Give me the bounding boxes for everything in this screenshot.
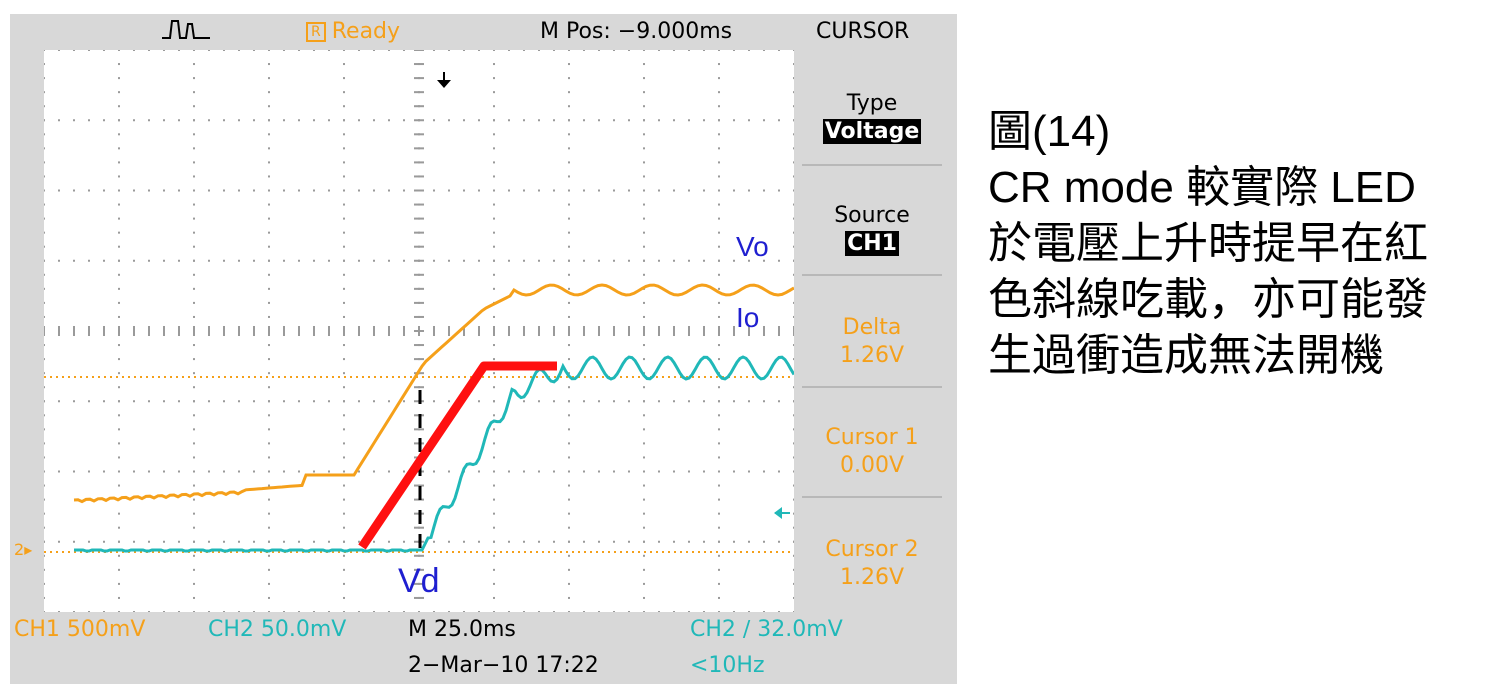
caption-line-3: 於電壓上升時提早在紅 [988, 219, 1428, 268]
trigger-type-icon [160, 18, 212, 48]
menu-divider [802, 386, 942, 388]
delta-value: 1.26V [839, 343, 905, 368]
trigger-position-icon [437, 80, 451, 88]
source-label: Source [834, 203, 910, 228]
run-state-badge: R [306, 22, 326, 42]
delta-menu-item: Delta 1.26V [798, 314, 946, 370]
cursor-menu: Type Voltage Source CH1 Delta 1.26V Curs… [798, 50, 946, 612]
menu-title: CURSOR [816, 19, 910, 44]
waveform-plot [43, 49, 796, 613]
date-time: 2−Mar−10 17:22 [408, 653, 599, 678]
caption-line-2: CR mode 較實際 LED [988, 163, 1416, 212]
type-menu-item[interactable]: Type Voltage [798, 90, 946, 146]
ch2-waveform [74, 355, 796, 553]
source-value: CH1 [845, 231, 899, 256]
vd-label: Vd [398, 562, 440, 600]
waveform-screen: 2▸ Vo Io Vd [14, 49, 796, 613]
frequency-readout: <10Hz [690, 653, 765, 678]
cursor2-value: 1.26V [839, 565, 905, 590]
type-label: Type [846, 91, 898, 116]
cursor2-label: Cursor 2 [825, 537, 919, 562]
timebase: M 25.0ms [408, 617, 516, 642]
m-pos-readout: M Pos: −9.000ms [540, 19, 733, 44]
oscilloscope-display: R Ready M Pos: −9.000ms CURSOR [10, 14, 957, 684]
io-label: Io [736, 302, 760, 333]
ch1-scale: CH1 500mV [14, 617, 146, 642]
ch2-ground-marker: 2▸ [14, 540, 33, 559]
run-state: R Ready [306, 18, 400, 46]
vo-label: Vo [736, 231, 769, 262]
source-menu-item[interactable]: Source CH1 [798, 202, 946, 258]
caption-line-4: 色斜線吃載，亦可能發 [988, 275, 1428, 324]
menu-divider [802, 274, 942, 276]
cursor1-value: 0.00V [839, 453, 905, 478]
menu-divider [802, 496, 942, 498]
ch2-scale: CH2 50.0mV [208, 617, 347, 642]
cursor1-menu-item[interactable]: Cursor 1 0.00V [798, 424, 946, 480]
delta-label: Delta [842, 315, 902, 340]
caption-line-1: 圖(14) [988, 107, 1111, 156]
red-slope-annotation [358, 361, 557, 550]
graticule [43, 49, 795, 613]
type-value: Voltage [822, 119, 922, 144]
caption-line-5: 生過衝造成無法開機 [988, 331, 1384, 380]
cursor2-menu-item[interactable]: Cursor 2 1.26V [798, 536, 946, 592]
cursor1-label: Cursor 1 [825, 425, 919, 450]
menu-divider [802, 164, 942, 166]
pulse-trigger-icon [162, 20, 210, 39]
run-state-label: Ready [331, 19, 401, 44]
trigger-setting: CH2 ∕ 32.0mV [690, 617, 843, 642]
ch1-waveform [73, 283, 795, 504]
